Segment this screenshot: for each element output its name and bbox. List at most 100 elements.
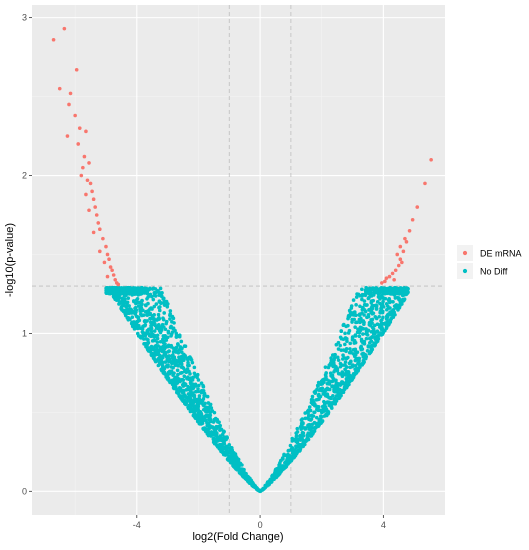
point-no-diff	[163, 334, 167, 339]
point-no-diff	[381, 305, 386, 309]
legend: DE mRNA No Diff	[457, 245, 522, 279]
point-no-diff	[347, 314, 352, 319]
point-no-diff	[141, 332, 146, 336]
point-no-diff	[367, 323, 372, 327]
point-no-diff	[349, 359, 353, 364]
point-no-diff	[394, 288, 398, 293]
point-de-mrna	[65, 134, 70, 138]
point-no-diff	[178, 371, 183, 375]
point-de-mrna	[410, 217, 415, 222]
point-no-diff	[362, 360, 366, 364]
point-no-diff	[121, 298, 125, 303]
point-no-diff	[334, 342, 339, 347]
point-no-diff	[313, 389, 318, 393]
point-no-diff	[208, 424, 212, 428]
point-no-diff	[199, 399, 204, 404]
point-no-diff	[152, 329, 157, 333]
point-de-mrna	[74, 67, 79, 72]
point-no-diff	[111, 291, 115, 296]
point-no-diff	[164, 319, 169, 324]
point-no-diff	[320, 386, 325, 391]
point-no-diff	[168, 380, 172, 385]
point-no-diff	[130, 315, 135, 319]
point-no-diff	[304, 438, 309, 442]
point-no-diff	[324, 400, 329, 405]
point-no-diff	[175, 390, 179, 395]
point-de-mrna	[400, 260, 404, 265]
point-de-mrna	[81, 165, 85, 170]
point-no-diff	[367, 351, 372, 356]
point-de-mrna	[380, 281, 384, 285]
point-no-diff	[135, 296, 140, 301]
point-no-diff	[387, 312, 391, 317]
point-de-mrna	[392, 277, 396, 282]
point-no-diff	[154, 302, 159, 306]
point-no-diff	[405, 287, 409, 291]
point-no-diff	[240, 463, 244, 467]
point-no-diff	[336, 392, 341, 396]
point-no-diff	[194, 404, 198, 408]
point-no-diff	[172, 321, 176, 325]
point-no-diff	[353, 353, 358, 357]
point-no-diff	[361, 326, 366, 331]
point-no-diff	[272, 477, 276, 482]
point-no-diff	[402, 288, 406, 292]
point-no-diff	[153, 358, 157, 362]
point-no-diff	[151, 353, 156, 358]
point-no-diff	[278, 458, 283, 463]
point-no-diff	[126, 310, 131, 314]
point-no-diff	[388, 320, 393, 324]
point-no-diff	[204, 405, 209, 410]
point-no-diff	[334, 378, 338, 383]
legend-label-de-mrna: DE mRNA	[480, 249, 522, 259]
legend-marker-de-mrna	[462, 250, 468, 256]
point-no-diff	[151, 338, 156, 343]
point-no-diff	[149, 323, 153, 328]
point-no-diff	[373, 290, 378, 295]
point-no-diff	[348, 310, 353, 315]
point-no-diff	[137, 323, 141, 328]
point-no-diff	[333, 352, 337, 357]
point-no-diff	[355, 350, 360, 354]
point-no-diff	[166, 329, 171, 334]
point-no-diff	[204, 409, 208, 414]
point-no-diff	[237, 465, 241, 469]
point-no-diff	[199, 381, 204, 385]
point-no-diff	[186, 360, 190, 365]
point-no-diff	[374, 316, 379, 321]
point-no-diff	[184, 388, 189, 392]
point-no-diff	[367, 336, 372, 341]
point-no-diff	[368, 341, 372, 345]
panel-background	[32, 5, 445, 515]
point-no-diff	[375, 330, 380, 334]
point-no-diff	[145, 310, 150, 315]
point-no-diff	[138, 334, 142, 339]
point-no-diff	[155, 340, 160, 345]
point-no-diff	[361, 306, 365, 311]
point-no-diff	[236, 457, 241, 462]
point-no-diff	[391, 289, 396, 293]
point-no-diff	[299, 418, 304, 422]
point-no-diff	[371, 286, 376, 291]
point-no-diff	[350, 320, 354, 324]
point-no-diff	[145, 331, 150, 336]
point-no-diff	[163, 350, 168, 355]
point-de-mrna	[98, 249, 102, 254]
point-no-diff	[249, 478, 254, 483]
point-no-diff	[330, 406, 334, 410]
point-no-diff	[222, 442, 227, 446]
point-no-diff	[353, 367, 357, 372]
point-de-mrna	[384, 276, 389, 280]
point-no-diff	[360, 297, 364, 302]
point-no-diff	[366, 345, 371, 349]
point-no-diff	[354, 320, 358, 325]
point-no-diff	[209, 406, 214, 410]
y-tick-label: 3	[22, 13, 27, 23]
point-no-diff	[348, 347, 352, 351]
point-no-diff	[142, 291, 147, 295]
point-no-diff	[147, 347, 151, 351]
point-no-diff	[359, 339, 364, 343]
point-no-diff	[140, 289, 144, 294]
point-no-diff	[371, 332, 376, 336]
point-no-diff	[142, 324, 146, 328]
